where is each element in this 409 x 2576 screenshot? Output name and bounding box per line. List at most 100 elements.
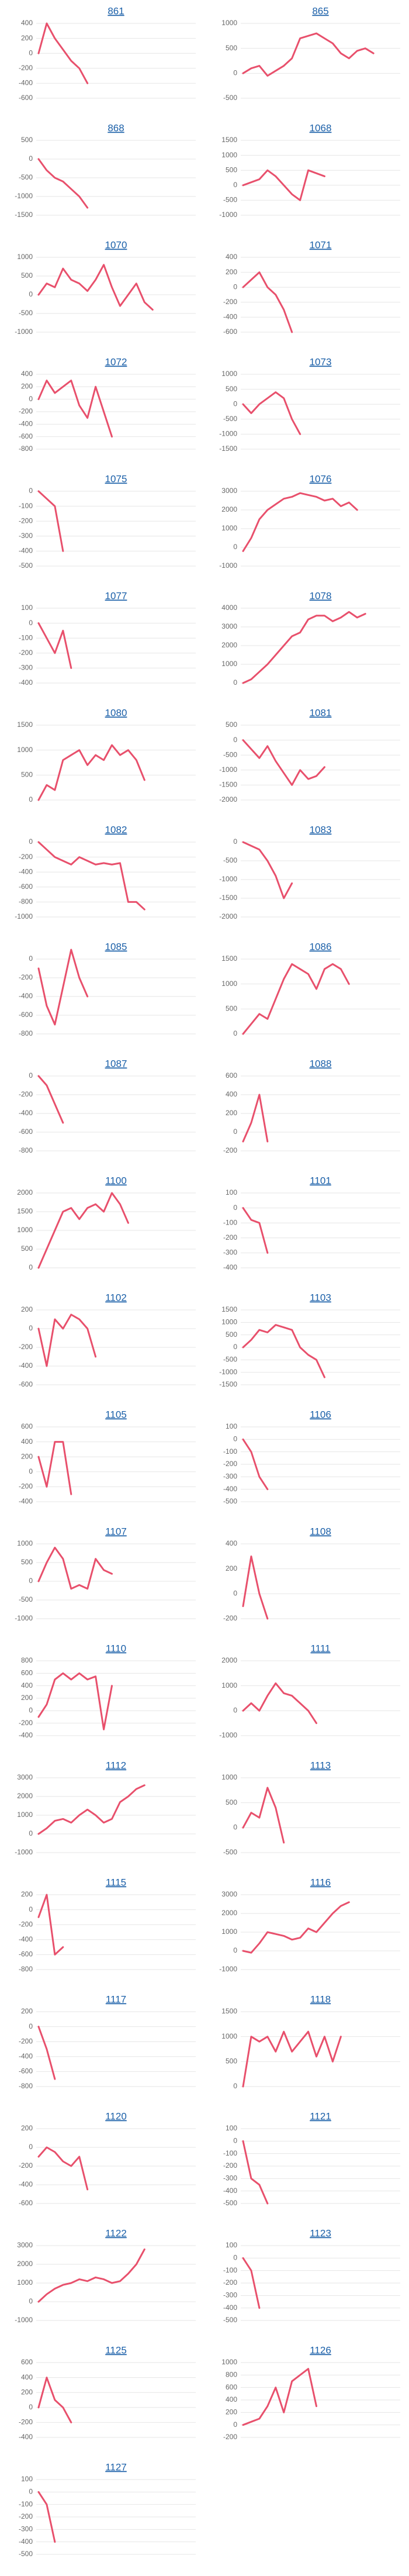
y-tick-label: -1500	[15, 211, 33, 219]
chart-title[interactable]: 1087	[105, 1058, 127, 1069]
y-tick-label: 500	[226, 165, 237, 174]
y-tick-label: -300	[223, 1249, 237, 1257]
chart-title[interactable]: 861	[108, 5, 124, 16]
y-tick-label: -400	[223, 2303, 237, 2312]
chart-title[interactable]: 1117	[106, 1994, 126, 2005]
y-tick-label: -200	[223, 2278, 237, 2287]
y-tick-label: -100	[223, 1447, 237, 1456]
chart: 1082 -1000 -800 -600 -400 -200 0	[15, 824, 196, 920]
y-tick-label: -200	[19, 2418, 33, 2426]
chart-title[interactable]: 865	[312, 5, 328, 16]
chart: 1073 -1500 -1000 -500 0 500 1000	[219, 356, 400, 453]
chart-title[interactable]: 1108	[310, 1526, 331, 1537]
chart-title[interactable]: 1101	[310, 1175, 331, 1186]
chart-title[interactable]: 1106	[310, 1409, 331, 1420]
data-line	[242, 1901, 350, 1954]
y-tick-label: 1000	[221, 660, 237, 668]
chart-title[interactable]: 868	[108, 122, 124, 133]
chart-title[interactable]: 1113	[310, 1760, 331, 1771]
y-tick-label: -200	[19, 2161, 33, 2170]
chart-title[interactable]: 1068	[310, 122, 332, 133]
data-line	[37, 949, 89, 1026]
y-tick-label: 500	[21, 771, 33, 779]
chart-title[interactable]: 1105	[105, 1409, 127, 1420]
data-line	[37, 490, 64, 552]
chart: 1072 -800 -600 -400 -200 0 200 400	[19, 356, 196, 453]
chart-title[interactable]: 1072	[105, 356, 127, 367]
chart: 1083 -2000 -1500 -1000 -500 0	[219, 824, 400, 920]
y-tick-label: -600	[19, 1127, 33, 1136]
y-tick-label: -800	[19, 1146, 33, 1154]
chart: 1081 -2000 -1500 -1000 -500 0 500	[219, 707, 400, 804]
chart: 1088 -200 0 200 400 600	[223, 1058, 400, 1154]
chart: 868 -1500 -1000 -500 0 500	[15, 122, 196, 219]
y-tick-label: 400	[226, 2395, 237, 2403]
chart-title[interactable]: 1110	[106, 1643, 126, 1654]
chart-title[interactable]: 1127	[105, 2461, 127, 2472]
y-tick-label: 200	[226, 1564, 237, 1573]
y-tick-label: -500	[223, 2316, 237, 2324]
chart: 1106 -500 -400 -300 -200 -100 0 100	[223, 1409, 400, 1505]
chart-title[interactable]: 1118	[310, 1994, 331, 2005]
chart: 1071 -600 -400 -200 0 200 400	[223, 239, 400, 336]
y-tick-label: 500	[226, 1005, 237, 1013]
y-tick-label: -1000	[15, 912, 33, 920]
y-tick-label: 0	[233, 1343, 237, 1351]
data-line	[37, 622, 72, 669]
chart-title[interactable]: 1081	[310, 707, 332, 718]
chart-title[interactable]: 1100	[105, 1175, 127, 1186]
chart-title[interactable]: 1125	[105, 2344, 127, 2356]
data-line	[37, 2491, 56, 2543]
y-tick-label: 500	[21, 1244, 33, 1253]
y-tick-label: 200	[21, 1452, 33, 1460]
chart-title[interactable]: 1080	[105, 707, 127, 718]
chart-title[interactable]: 1123	[310, 2227, 331, 2239]
y-tick-label: 1000	[17, 1811, 33, 1819]
y-tick-label: 1000	[221, 2032, 237, 2040]
y-tick-label: 500	[226, 720, 237, 729]
chart-title[interactable]: 1085	[105, 941, 127, 952]
chart-title[interactable]: 1126	[310, 2344, 331, 2356]
chart: 1077 -400 -300 -200 -100 0 100	[19, 590, 196, 687]
y-tick-label: 500	[226, 385, 237, 393]
chart-title[interactable]: 1120	[105, 2111, 127, 2122]
y-tick-label: 600	[21, 1422, 33, 1430]
chart: 1125 -400 -200 0 200 400 600	[19, 2344, 196, 2441]
chart-title[interactable]: 1121	[310, 2111, 331, 2122]
y-tick-label: 0	[233, 837, 237, 846]
chart-title[interactable]: 1112	[106, 1760, 126, 1771]
chart-title[interactable]: 1107	[105, 1526, 127, 1537]
data-line	[37, 264, 154, 311]
chart-title[interactable]: 1115	[106, 1877, 126, 1888]
y-tick-label: 500	[226, 1798, 237, 1806]
chart-title[interactable]: 1082	[105, 824, 127, 835]
chart-title[interactable]: 1073	[310, 356, 332, 367]
y-tick-label: 1500	[17, 1207, 33, 1215]
chart-title[interactable]: 1076	[310, 473, 332, 484]
y-tick-label: -1500	[219, 1380, 237, 1388]
data-line	[242, 2030, 342, 2088]
chart-title[interactable]: 1070	[105, 239, 127, 250]
y-tick-label: 0	[233, 2420, 237, 2429]
chart-title[interactable]: 1077	[105, 590, 127, 601]
y-tick-label: 2000	[17, 1188, 33, 1196]
chart-title[interactable]: 1071	[310, 239, 332, 250]
y-tick-label: 0	[29, 619, 33, 627]
y-tick-label: 500	[226, 1330, 237, 1339]
chart-title[interactable]: 1103	[310, 1292, 331, 1303]
chart-title[interactable]: 1111	[310, 1643, 330, 1654]
data-line	[242, 1094, 269, 1143]
chart: 1086 0 500 1000 1500	[221, 941, 400, 1037]
chart-title[interactable]: 1086	[310, 941, 332, 952]
chart-title[interactable]: 1122	[105, 2227, 127, 2239]
chart-title[interactable]: 1078	[310, 590, 332, 601]
chart-title[interactable]: 1102	[105, 1292, 127, 1303]
chart-title[interactable]: 1075	[105, 473, 127, 484]
y-tick-label: -100	[223, 2266, 237, 2274]
chart-title[interactable]: 1088	[310, 1058, 332, 1069]
y-tick-label: 200	[226, 268, 237, 276]
chart-title[interactable]: 1116	[310, 1877, 331, 1888]
y-tick-label: -400	[19, 1109, 33, 1117]
chart-title[interactable]: 1083	[310, 824, 332, 835]
data-line	[242, 2140, 269, 2205]
